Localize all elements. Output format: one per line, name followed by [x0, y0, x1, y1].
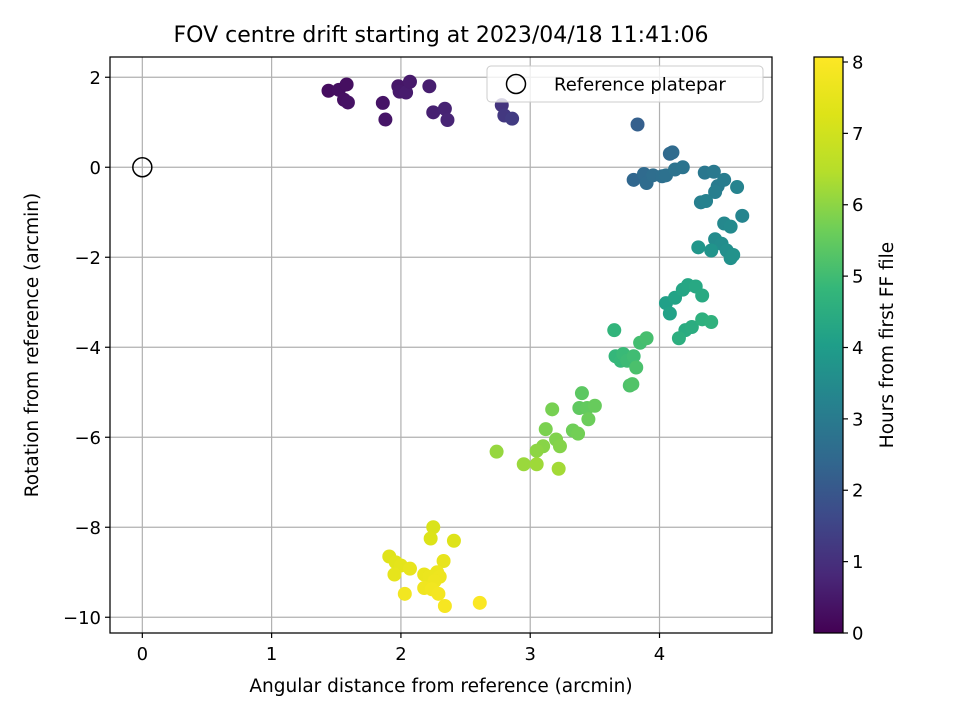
data-point — [516, 457, 531, 472]
data-point — [726, 248, 741, 262]
data-point — [402, 74, 417, 89]
data-point — [402, 561, 417, 576]
data-point — [387, 567, 402, 582]
data-point — [630, 117, 645, 132]
data-point — [691, 240, 706, 255]
colorbar-tick-label: 2 — [852, 481, 863, 502]
data-point — [340, 95, 355, 110]
data-point — [321, 83, 336, 98]
data-point — [675, 160, 690, 175]
colorbar-tick-label: 4 — [852, 338, 863, 359]
y-axis-ticks: 2 0 −2 −4 −6 −8 −10 — [63, 68, 110, 629]
colorbar-tick-label: 1 — [852, 552, 863, 573]
data-point — [735, 208, 750, 223]
data-point — [671, 331, 686, 346]
data-point — [529, 457, 544, 472]
data-point — [446, 533, 461, 548]
x-axis-ticks: 0 1 2 3 4 — [137, 633, 665, 665]
data-point — [399, 85, 414, 100]
data-point — [551, 461, 566, 476]
y-tick-label: 0 — [90, 158, 101, 179]
grid-lines — [110, 57, 772, 633]
data-point — [431, 586, 446, 601]
legend-entry: Reference platepar — [554, 75, 726, 96]
data-point — [423, 531, 438, 546]
y-tick-label: −10 — [63, 608, 101, 629]
data-point — [378, 112, 393, 127]
data-point — [662, 306, 677, 321]
colorbar-tick-label: 3 — [852, 409, 863, 430]
data-point — [704, 243, 719, 258]
x-axis-label: Angular distance from reference (arcmin) — [249, 676, 632, 697]
data-point — [440, 113, 455, 127]
x-tick-label: 4 — [654, 644, 665, 665]
data-point — [397, 586, 412, 601]
data-point — [717, 172, 732, 187]
colorbar-label: Hours from first FF file — [877, 242, 898, 448]
colorbar-gradient — [814, 57, 843, 633]
data-point — [626, 172, 641, 187]
data-point — [639, 331, 654, 346]
data-point — [699, 194, 714, 208]
colorbar-tick-label: 5 — [852, 267, 863, 288]
data-point — [684, 320, 699, 334]
data-point — [529, 443, 544, 458]
x-tick-label: 2 — [395, 644, 406, 665]
y-tick-label: −2 — [74, 248, 101, 269]
data-point — [665, 145, 680, 160]
reference-marker — [132, 157, 153, 178]
data-point — [489, 444, 504, 459]
data-point — [730, 180, 745, 195]
data-point — [629, 360, 644, 375]
legend: Reference platepar — [486, 65, 764, 103]
legend-box — [486, 65, 764, 103]
data-point — [552, 439, 567, 454]
data-point — [723, 219, 738, 234]
data-point — [437, 101, 452, 116]
colorbar-tick-label: 0 — [852, 624, 863, 645]
y-axis-label: Rotation from reference (arcmin) — [22, 193, 43, 497]
colorbar-tick-label: 6 — [852, 195, 863, 216]
data-point — [437, 599, 452, 613]
data-point — [695, 288, 710, 303]
plot-area — [110, 57, 772, 633]
data-point — [581, 412, 596, 427]
data-point — [607, 323, 622, 338]
data-point — [538, 422, 553, 437]
data-point — [587, 398, 602, 413]
data-point — [436, 554, 451, 568]
data-point — [426, 520, 441, 535]
colorbar-tick-label: 7 — [852, 124, 863, 145]
x-tick-label: 0 — [137, 644, 148, 665]
x-tick-label: 1 — [266, 644, 277, 665]
y-tick-label: −8 — [74, 518, 101, 539]
colorbar-frame — [813, 56, 844, 634]
data-point — [422, 79, 437, 94]
chart-title: FOV centre drift starting at 2023/04/18 … — [174, 23, 709, 48]
data-point — [626, 349, 641, 364]
y-tick-label: −4 — [74, 338, 101, 359]
colorbar: 0 1 2 3 4 5 6 7 8 Hours from first FF file — [813, 52, 898, 645]
colorbar-tick-label: 8 — [852, 52, 863, 73]
data-point — [472, 595, 487, 610]
y-tick-label: 2 — [90, 68, 101, 89]
legend-marker-icon — [505, 73, 527, 95]
data-point — [708, 185, 723, 199]
data-point — [574, 386, 589, 401]
data-point — [571, 426, 586, 441]
plot-frame — [109, 56, 773, 634]
y-tick-label: −6 — [74, 428, 101, 449]
colorbar-ticks: 0 1 2 3 4 5 6 7 8 — [843, 52, 863, 645]
data-point — [706, 164, 721, 179]
data-points — [321, 74, 750, 613]
data-point — [704, 315, 719, 330]
data-point — [375, 95, 390, 110]
data-point — [505, 111, 520, 126]
data-point — [545, 402, 560, 417]
data-point — [339, 77, 354, 92]
x-tick-label: 3 — [524, 644, 535, 665]
data-point — [426, 105, 441, 120]
data-point — [625, 377, 640, 392]
